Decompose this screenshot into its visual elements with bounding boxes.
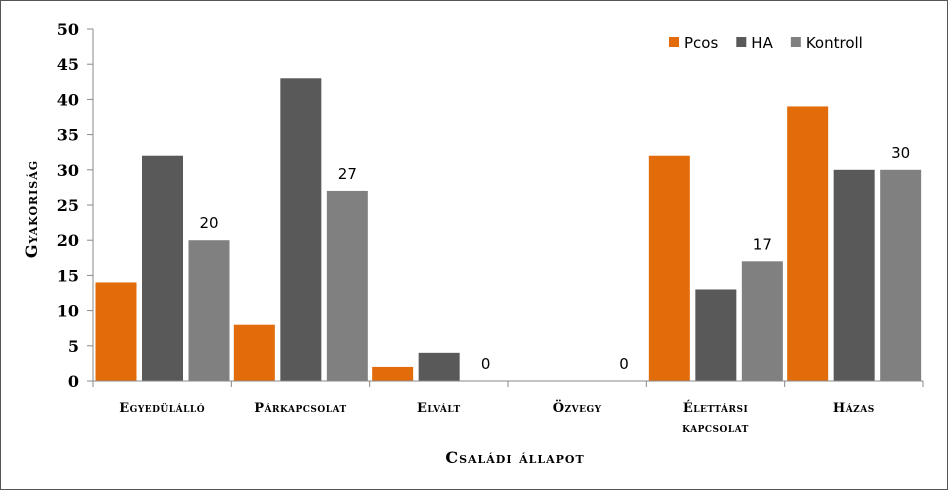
bar-ha [142,155,183,381]
data-label: 27 [338,165,357,183]
y-tick-label: 45 [57,55,79,74]
bar-ha [695,289,737,381]
bars-group [95,78,922,381]
legend-swatch [736,37,747,47]
x-category-label: Özvegy [553,399,602,416]
legend-swatch [669,37,679,47]
bar-ha [418,352,460,381]
y-tick-label: 5 [68,337,79,356]
bar-kontroll [880,169,922,381]
bar-ha [280,78,322,381]
bar-pcos [95,282,137,381]
x-category-label: Párkapcsolat [254,401,346,416]
data-label: 20 [199,214,218,232]
data-label: 30 [891,144,910,162]
axes [92,29,924,387]
data-label: 17 [753,235,772,253]
y-tick-label: 40 [57,90,79,109]
legend: Pcos HA Kontroll [669,34,863,52]
x-axis-category-labels: Egyedülálló Párkapcsolat Elvált Özvegy Élett… [119,399,875,436]
y-tick-label: 20 [57,231,79,250]
y-axis-ticks: 0 5 10 15 20 25 30 35 40 45 50 [57,20,93,391]
y-tick-label: 15 [57,266,79,285]
y-tick-label: 30 [57,161,79,180]
y-axis-title: Gyakoriság [22,160,41,258]
y-tick-label: 35 [57,126,79,145]
bar-ha [833,169,875,381]
y-tick-label: 0 [68,372,79,391]
legend-label: Pcos [684,34,718,52]
x-category-label: Házas [833,401,875,416]
y-tick-label: 50 [57,20,79,39]
legend-label: HA [751,34,773,52]
bar-kontroll [326,190,368,381]
legend-label: Kontroll [806,34,863,52]
y-tick-label: 10 [57,302,79,321]
data-label: 0 [619,355,629,373]
y-tick-label: 25 [57,196,79,215]
bar-pcos [787,106,829,381]
x-category-label: Egyedülálló [119,401,205,416]
bar-pcos [648,155,690,381]
data-labels-group: 20 27 0 0 17 30 [199,144,910,373]
bar-pcos [372,366,414,381]
bar-kontroll [188,240,230,381]
x-category-label: Élettársi kapcsolat [682,400,749,436]
x-category-label: Elvált [417,401,461,416]
legend-swatch [790,37,801,47]
data-label: 0 [481,355,491,373]
bar-kontroll [741,261,783,381]
bar-pcos [233,324,275,381]
x-axis-title: Családi állapot [445,448,584,467]
